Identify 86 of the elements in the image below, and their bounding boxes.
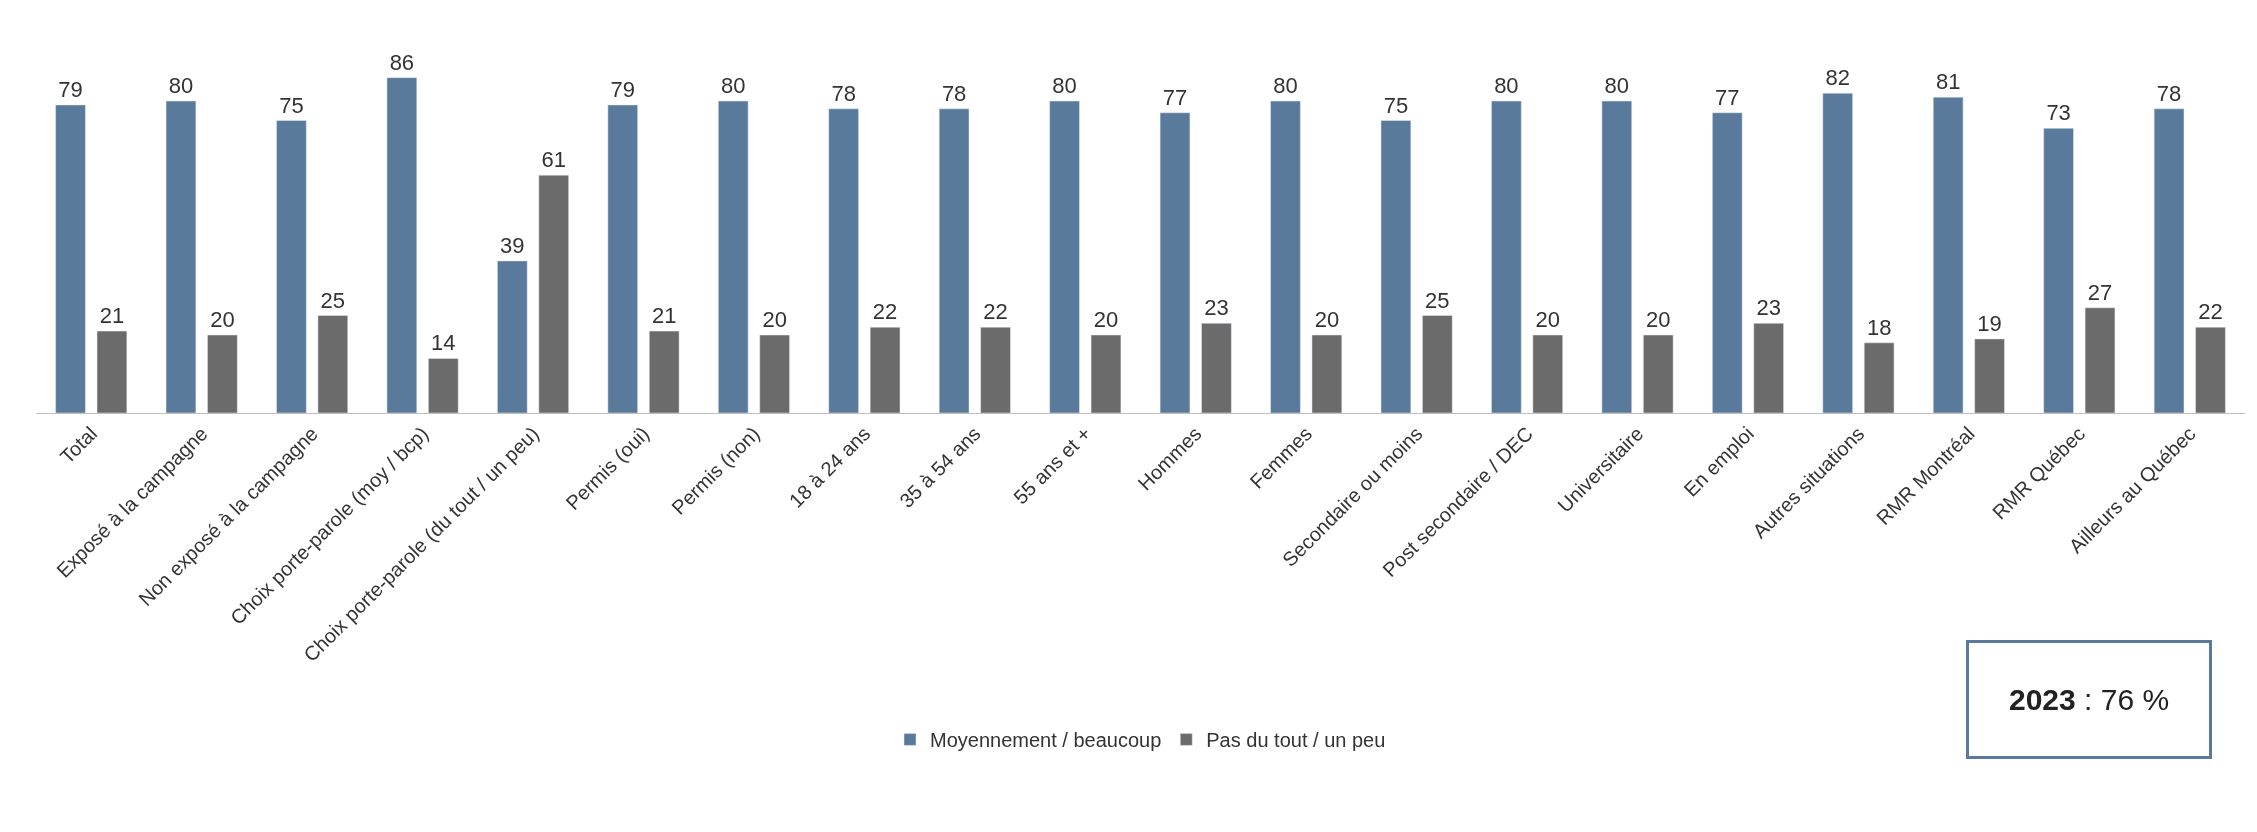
bar [538, 174, 569, 413]
data-label: 25 [320, 287, 346, 313]
bar [649, 330, 680, 413]
legend-label: Pas du tout / un peu [1206, 729, 1386, 752]
bar [1311, 334, 1343, 413]
data-label: 19 [1977, 310, 2002, 336]
data-label: 20 [1314, 307, 1340, 333]
data-label: 27 [2087, 279, 2113, 305]
bar [1380, 120, 1412, 413]
data-label: 20 [1535, 307, 1561, 333]
data-label: 79 [58, 76, 83, 102]
bar [2153, 108, 2185, 413]
data-label: 61 [541, 147, 566, 173]
data-label: 80 [168, 73, 194, 99]
bar [1159, 112, 1191, 413]
bar [1974, 338, 2005, 413]
x-tick-label: 55 ans et + [1009, 422, 1096, 509]
bar [2195, 326, 2226, 413]
bar [1201, 323, 1232, 413]
data-label: 82 [1825, 65, 1850, 91]
bar [165, 100, 197, 413]
bar [607, 104, 638, 413]
bar [1933, 96, 1964, 413]
bar [386, 77, 418, 413]
bar [869, 326, 901, 413]
bar [1491, 100, 1522, 413]
data-label: 77 [1715, 84, 1740, 110]
data-label: 25 [1425, 287, 1450, 313]
bar [718, 100, 749, 413]
bar [55, 104, 86, 413]
data-label: 80 [720, 73, 746, 99]
bar [828, 108, 859, 413]
bar [96, 330, 128, 413]
bar [1643, 334, 1674, 413]
bar [1822, 93, 1853, 413]
data-label: 78 [831, 80, 856, 106]
data-label: 23 [1756, 295, 1781, 321]
bar [1270, 100, 1301, 413]
data-label: 14 [431, 330, 456, 356]
bar [2043, 128, 2074, 413]
bar [1532, 334, 1563, 413]
data-label: 18 [1866, 314, 1892, 340]
bar [1049, 100, 1080, 413]
bar [1601, 100, 1632, 413]
data-label: 80 [1494, 73, 1519, 99]
data-label: 78 [941, 80, 967, 106]
bar [980, 326, 1011, 413]
data-label: 20 [762, 307, 787, 333]
data-label: 73 [2046, 100, 2071, 126]
data-label: 21 [99, 303, 125, 329]
data-label: 22 [983, 299, 1008, 325]
data-label: 22 [2198, 299, 2223, 325]
legend-label: Moyennement / beaucoup [930, 729, 1162, 752]
bar [1090, 334, 1122, 413]
bar [497, 260, 528, 413]
data-label: 75 [279, 92, 304, 118]
data-label: 22 [872, 299, 898, 325]
bar [276, 120, 307, 413]
bar [2084, 307, 2116, 413]
data-label: 80 [1052, 73, 1077, 99]
bar [1753, 323, 1784, 413]
x-tick-label: 35 à 54 ans [895, 422, 985, 512]
bar [207, 334, 238, 413]
data-label: 21 [651, 303, 677, 329]
data-label: 75 [1383, 92, 1409, 118]
bar [428, 358, 459, 413]
data-label: 20 [1093, 307, 1119, 333]
data-label: 80 [1604, 73, 1630, 99]
data-label: 77 [1162, 84, 1188, 110]
x-tick-label: 18 à 24 ans [784, 422, 875, 512]
bar [1712, 112, 1743, 413]
data-label: 20 [210, 307, 235, 333]
text: 2023 : 76 % [2009, 683, 2170, 716]
data-label: 79 [610, 76, 636, 102]
data-label: 86 [389, 49, 415, 75]
data-label: 39 [500, 232, 525, 258]
data-label: 78 [2156, 80, 2182, 106]
bar [938, 108, 970, 413]
data-label: 23 [1204, 295, 1229, 321]
data-label: 81 [1935, 69, 1961, 95]
bar [317, 315, 348, 413]
data-label: 20 [1645, 307, 1671, 333]
bar [1422, 315, 1453, 413]
data-label: 80 [1273, 73, 1298, 99]
bar [1863, 342, 1895, 413]
bar [759, 334, 790, 413]
